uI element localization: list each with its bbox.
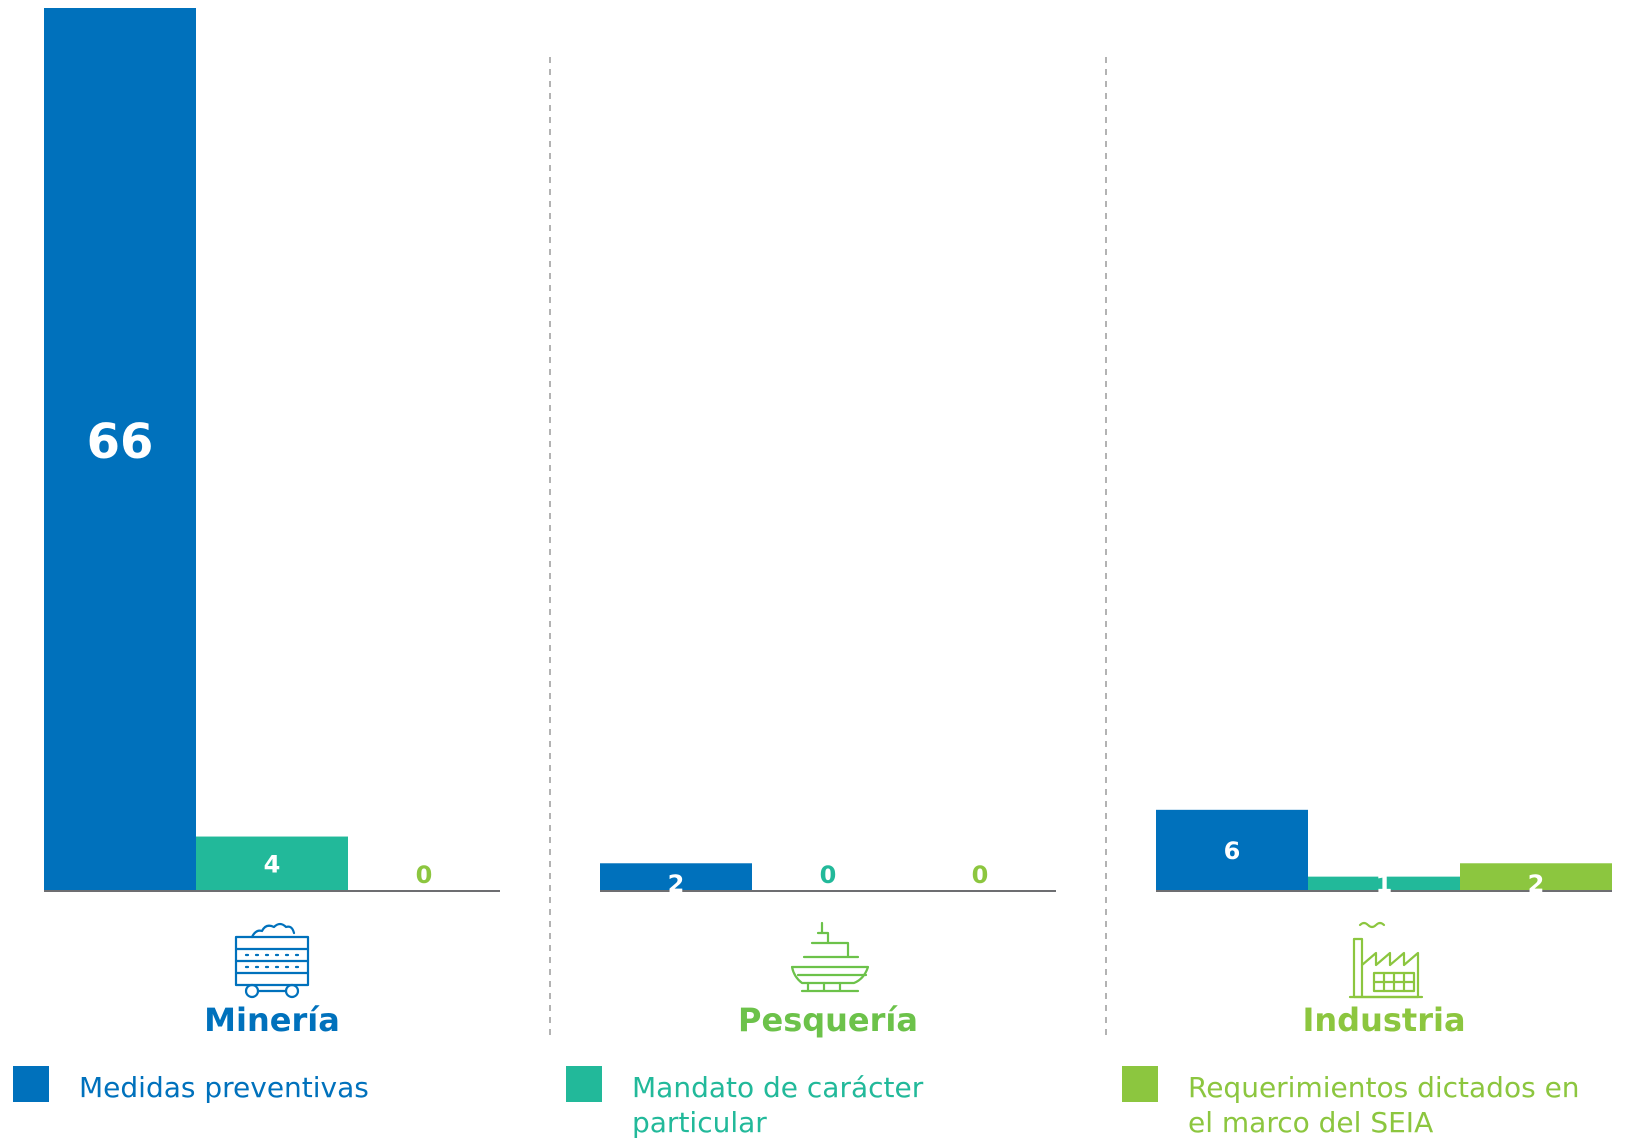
value-label: 4 (264, 850, 281, 878)
value-label: 0 (972, 861, 989, 889)
legend-label: el marco del SEIA (1188, 1106, 1433, 1139)
bar-mineria-mandato-de-caracter-particular (196, 836, 348, 890)
bar-industria-medidas-preventivas (1156, 809, 1308, 890)
legend-label: Medidas preventivas (79, 1071, 369, 1104)
bar-industria-mandato-de-caracter-particular (1308, 876, 1460, 890)
value-label: 0 (820, 861, 837, 889)
legend-label: Requerimientos dictados en (1188, 1071, 1580, 1104)
legend-label: particular (632, 1106, 767, 1139)
bar-industria-requerimientos-dictados-en-el-marco-del-seia (1460, 863, 1612, 890)
value-label: 1 (1376, 870, 1393, 898)
value-label: 2 (668, 870, 685, 898)
category-label-industria: Industria (1302, 1001, 1465, 1039)
legend-swatch (13, 1066, 49, 1102)
category-label-mineria: Minería (204, 1001, 340, 1039)
mine-cart-icon (234, 922, 310, 999)
value-label: 2 (1528, 870, 1545, 898)
legend-label: Mandato de carácter (632, 1071, 924, 1104)
fishing-boat-icon (790, 921, 870, 993)
bar-mineria-medidas-preventivas (44, 8, 196, 890)
value-label: 0 (416, 861, 433, 889)
legend-swatch (566, 1066, 602, 1102)
category-label-pesqueria: Pesquería (738, 1001, 918, 1039)
legend-swatch (1122, 1066, 1158, 1102)
value-label: 66 (87, 414, 154, 470)
bar-pesqueria-medidas-preventivas (600, 863, 752, 890)
factory-icon (1348, 921, 1424, 999)
value-label: 6 (1224, 837, 1241, 865)
